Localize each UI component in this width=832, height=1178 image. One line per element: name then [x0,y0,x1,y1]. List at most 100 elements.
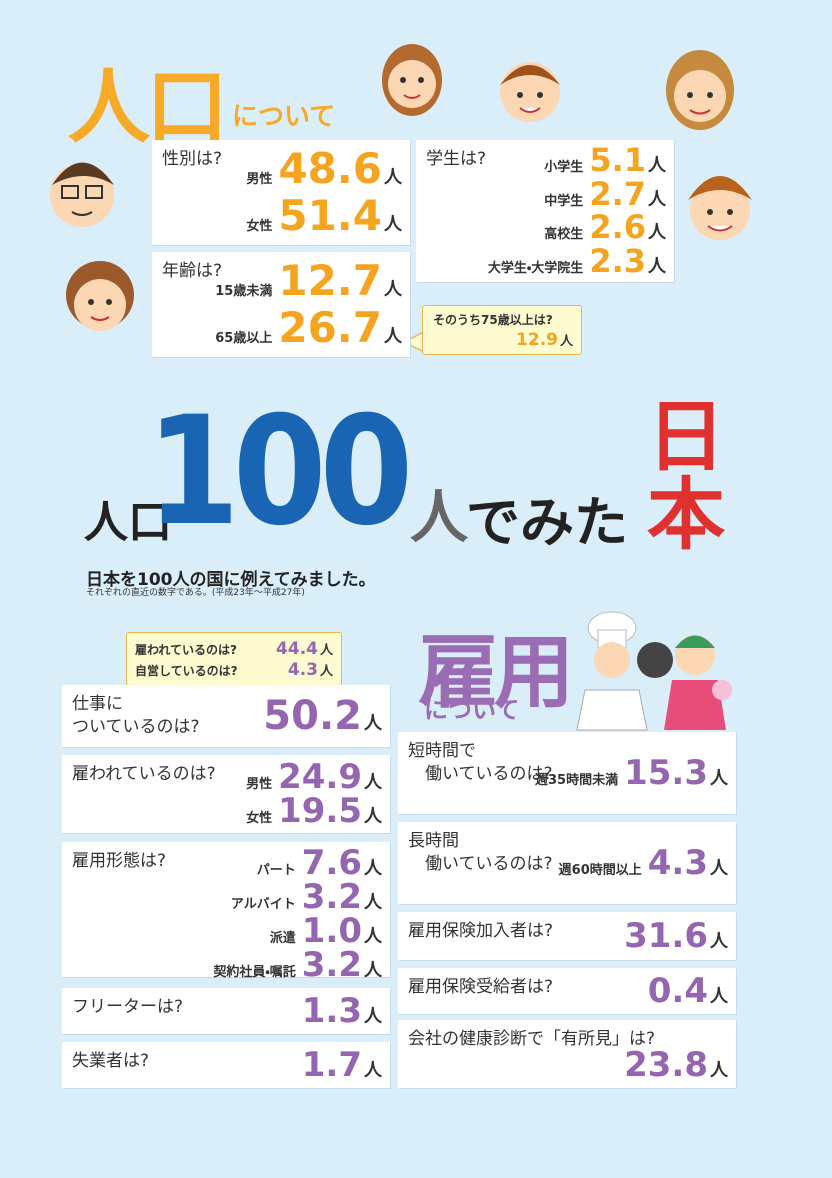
row-unit: 人 [364,922,382,948]
row-unit: 人 [710,927,728,953]
row-unit: 人 [364,709,382,735]
rows: 0.4人 [648,972,728,1010]
row-value: 0.4 [648,974,708,1008]
row-value: 51.4 [278,195,382,237]
box-label: 雇用形態は? [72,850,166,873]
rows: 50.2人 [263,689,382,743]
row-unit: 人 [710,1056,728,1082]
employment-subtitle: について [424,690,519,725]
row-label: パート [257,859,296,878]
stat-row: 1.7人 [302,1048,382,1082]
row-unit: 人 [384,322,402,348]
row-unit: 人 [384,210,402,236]
stat-row: 男性24.9人 [246,760,382,794]
row-unit: 人 [648,252,666,278]
box-label: 長時間 働いているのは? [408,830,553,876]
row-label: 契約社員・嘱託 [213,961,295,980]
chef [577,612,673,730]
row-value: 50.2 [263,696,362,736]
row-unit: 人 [710,764,728,790]
woman [664,635,732,730]
stat-box: 性別は? 男性48.6人女性 51.4人 [152,140,410,245]
headline-suffix: でみた [466,478,628,557]
stat-box: 会社の健康診断で「有所見」は?23.8人 [398,1020,736,1088]
row-unit: 人 [384,163,402,189]
row-unit: 人 [364,888,382,914]
row-label: 派遣 [270,927,296,946]
stat-box: 学生は?小学生5.1人中学生2.7人高校生2.6人大学生・大学院生2.3人 [416,140,674,282]
row-label: 高校生 [544,223,583,242]
row-unit: 人 [648,185,666,211]
row-unit: 人 [710,854,728,880]
face [666,50,734,130]
face [500,62,560,122]
face [66,261,134,331]
box-label: 雇用保険受給者は? [408,976,553,999]
box-label: 学生は? [426,148,486,171]
row-unit: 人 [364,1002,382,1028]
row-unit: 人 [364,1056,382,1082]
row-label: 65歳以上 [215,327,272,346]
box-label: 仕事に ついているのは? [72,693,200,739]
row-value: 12.7 [278,260,382,302]
box-label: 年齢は? [162,260,222,283]
row-label: 週35時間未満 [535,769,618,788]
row-label: 週60時間以上 [559,859,642,878]
row-value: 4.3 [648,846,708,880]
row-unit: 人 [320,660,333,679]
row-unit: 人 [364,854,382,880]
row-value: 19.5 [278,794,362,828]
stat-row: パート7.6人 [257,846,382,880]
row-unit: 人 [710,982,728,1008]
row-value: 2.3 [589,245,646,277]
row-value: 1.0 [302,914,362,948]
row-unit: 人 [648,218,666,244]
stat-row: 小学生5.1人 [544,144,666,177]
row-label: 小学生 [544,156,583,175]
row-value: 26.7 [278,307,382,349]
callout-box: そのうち75歳以上は?12.9人 [422,305,582,355]
face [50,163,114,228]
box-label: 会社の健康診断で「有所見」は? [408,1028,655,1051]
stat-row: 高校生2.6人 [544,211,666,244]
rows: 雇われているのは?44.4人自営しているのは?4.3人 [135,637,333,681]
row-value: 1.7 [302,1048,362,1082]
box-label: そのうち75歳以上は? [433,312,553,328]
row-label: 男性 [246,773,272,792]
box-label: 失業者は? [72,1050,149,1073]
box-label: 短時間で 働いているのは? [408,740,553,786]
row-unit: 人 [320,639,333,658]
box-label: 性別は? [162,148,222,171]
row-value: 12.9 [516,332,558,349]
face [688,176,752,240]
box-label: 雇用保険加入者は? [408,920,553,943]
row-value: 3.2 [302,880,362,914]
stat-row: 大学生・大学院生2.3人 [488,245,666,278]
row-label: 15歳未満 [215,280,272,299]
row-label: 女性 [246,215,272,234]
headline-char: 人 [410,470,468,554]
rows: 1.3人 [302,992,382,1030]
row-value: 4.3 [288,662,318,679]
